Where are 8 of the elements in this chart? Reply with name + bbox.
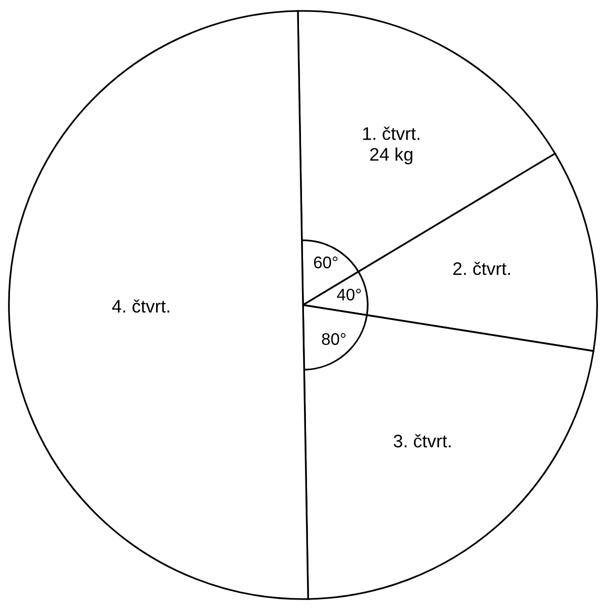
slice-label: 4. čtvrt.: [112, 299, 170, 313]
data-label: 40°: [336, 288, 361, 300]
data-label: 60°: [314, 256, 338, 268]
slice-label: 2. čtvrt.: [453, 262, 510, 276]
slice-label: 3. čtvrt.: [394, 434, 451, 448]
text: 24 kg: [370, 147, 412, 164]
data-label: 80°: [322, 333, 346, 345]
slice-label: 1. čtvrt.: [363, 126, 420, 140]
